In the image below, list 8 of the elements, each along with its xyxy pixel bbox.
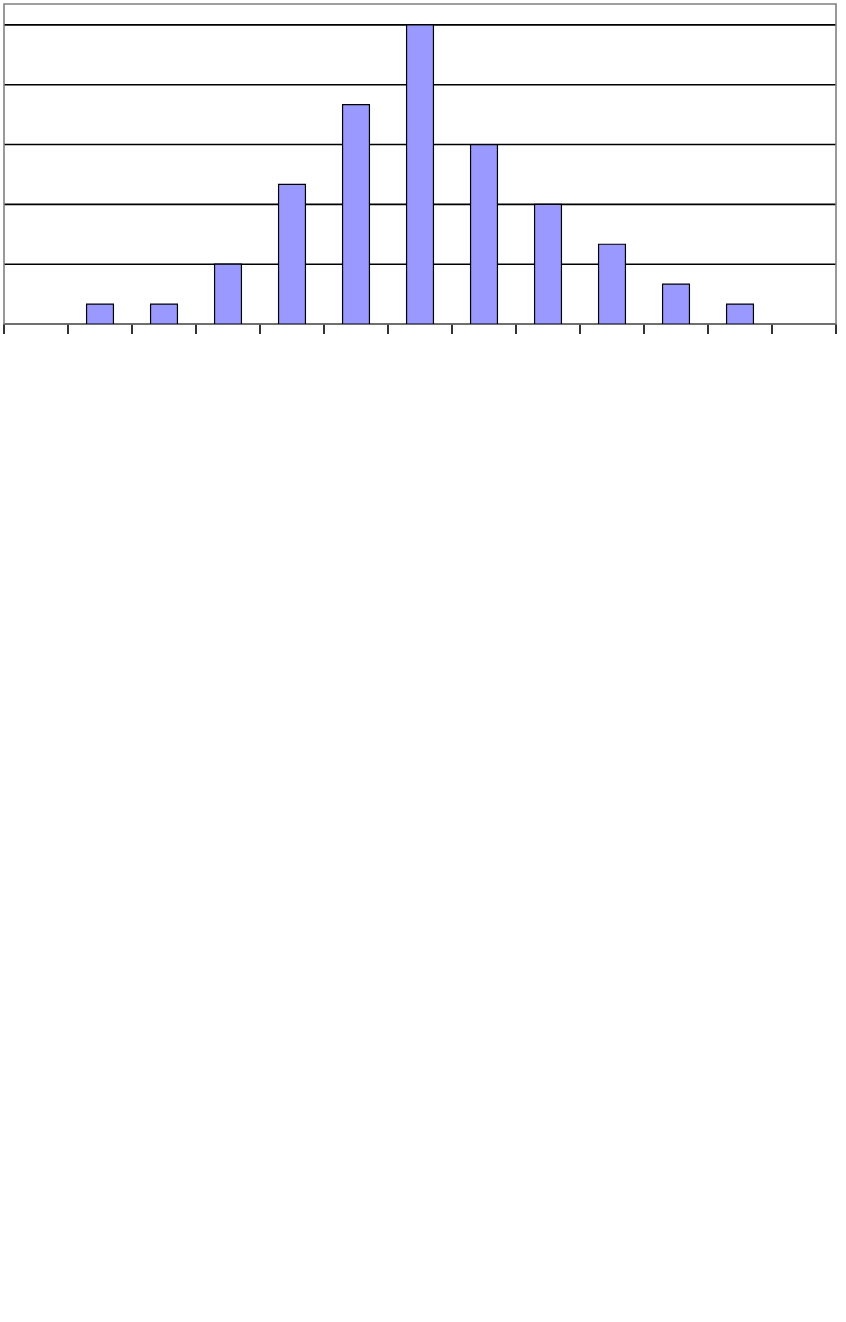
bar [533,203,563,324]
bar [469,143,499,324]
bar [597,243,627,324]
bar [277,183,307,324]
bar [405,24,435,324]
bar [213,263,243,324]
bar [661,283,691,324]
bar [341,104,371,324]
